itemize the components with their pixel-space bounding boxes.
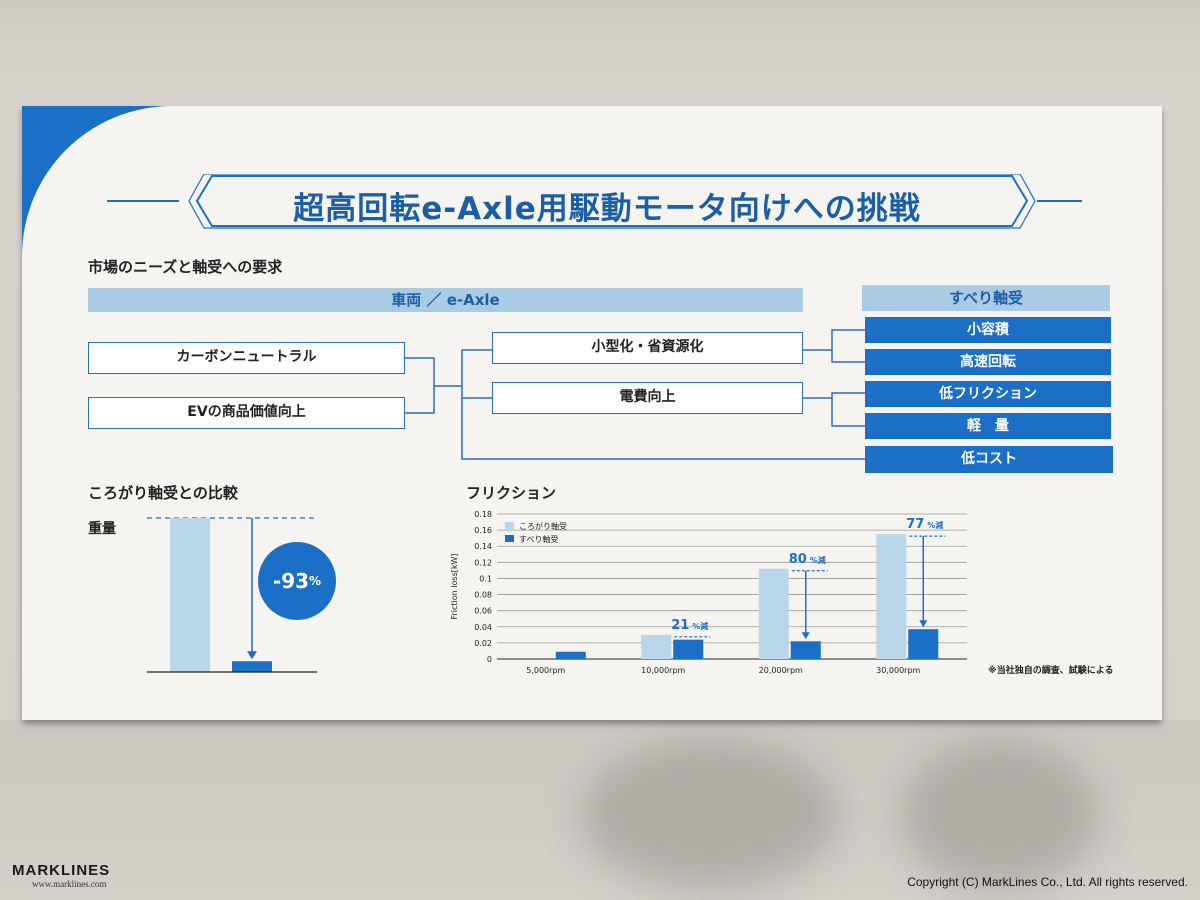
legend-swatch <box>505 535 514 542</box>
requirement-small-volume: 小容積 <box>865 317 1111 343</box>
copyright-text: Copyright (C) MarkLines Co., Ltd. All ri… <box>907 875 1188 889</box>
y-axis-label: Friction loss[kW] <box>450 553 459 619</box>
y-tick-label: 0.16 <box>474 526 492 535</box>
x-tick-label: 5,000rpm <box>526 666 565 675</box>
need-box-downsizing: 小型化・省資源化 <box>492 332 803 364</box>
legend-label: ころがり軸受 <box>519 521 567 531</box>
connector-lines <box>405 329 865 460</box>
y-tick-label: 0.08 <box>474 591 492 600</box>
weight-bar-sliding <box>232 661 272 672</box>
y-tick-label: 0.14 <box>474 542 492 551</box>
reduction-unit: %減 <box>692 621 708 631</box>
test-note: ※当社独自の調査、試験による <box>988 666 1114 676</box>
marklines-brand: MARKLINES <box>12 862 111 879</box>
bar-rolling <box>876 534 907 659</box>
page-title: 超高回転e-Axle用駆動モータ向けへの挑戦 <box>293 191 921 227</box>
reduction-label: 80 <box>789 552 807 567</box>
weight-reduction-value: -93 <box>272 569 310 593</box>
bearing-band: すべり軸受 <box>862 285 1110 311</box>
weight-reduction-badge: -93% <box>258 542 336 620</box>
reduction-unit: %減 <box>810 555 826 565</box>
floor-background <box>0 720 1200 900</box>
requirement-light-weight: 軽 量 <box>865 413 1111 439</box>
corner-decoration <box>22 106 172 256</box>
bar-rolling <box>641 634 672 659</box>
reduction-label: 77 <box>906 517 924 532</box>
requirement-low-cost: 低コスト <box>865 446 1113 473</box>
shadow-blur <box>900 740 1100 890</box>
shadow-blur <box>580 740 840 890</box>
weight-heading: ころがり軸受との比較 <box>88 484 238 502</box>
weight-arrowhead <box>247 651 257 660</box>
friction-chart: 0 0.02 0.04 0.06 0.08 0.1 0.12 0.14 0.16 0.18 Fric… <box>450 510 967 675</box>
needs-heading: 市場のニーズと軸受への要求 <box>88 258 283 276</box>
legend-swatch <box>505 522 514 529</box>
bar-sliding <box>555 651 586 659</box>
y-tick-label: 0.1 <box>479 574 492 583</box>
y-tick-label: 0.04 <box>474 623 492 632</box>
need-box-efficiency: 電費向上 <box>492 382 803 414</box>
marklines-logo: MARKLINES www.marklines.com <box>12 862 110 889</box>
bar-sliding <box>790 641 821 659</box>
legend-label: すべり軸受 <box>519 534 558 544</box>
reduction-arrowhead <box>801 632 810 640</box>
title-frame <box>107 174 1082 229</box>
weight-bar-rolling <box>170 518 210 672</box>
vehicle-band: 車両 ／ e-Axle <box>88 288 803 312</box>
bar-rolling <box>758 568 789 659</box>
x-tick-label: 10,000rpm <box>641 666 685 675</box>
x-tick-label: 30,000rpm <box>876 666 920 675</box>
weight-chart <box>147 517 317 673</box>
need-box-carbon-neutral: カーボンニュートラル <box>88 342 405 374</box>
marklines-url: www.marklines.com <box>32 879 107 889</box>
need-box-ev-value: EVの商品価値向上 <box>88 397 405 429</box>
reduction-unit: %減 <box>927 520 943 530</box>
bar-sliding <box>908 629 939 659</box>
weight-label: 重量 <box>88 521 116 537</box>
x-tick-label: 20,000rpm <box>759 666 803 675</box>
requirement-low-friction: 低フリクション <box>865 381 1111 407</box>
display-panel: 超高回転e-Axle用駆動モータ向けへの挑戦 市場のニーズと軸受への要求 車両 … <box>22 106 1162 720</box>
requirement-high-speed: 高速回転 <box>865 349 1111 375</box>
y-tick-label: 0.02 <box>474 639 492 648</box>
y-tick-label: 0.12 <box>474 558 492 567</box>
y-tick-label: 0.18 <box>474 510 492 519</box>
y-tick-label: 0 <box>487 655 492 664</box>
friction-heading: フリクション <box>466 484 557 502</box>
reduction-label: 21 <box>671 618 689 633</box>
reduction-arrowhead <box>919 620 928 628</box>
weight-reduction-unit: % <box>309 574 322 588</box>
y-tick-label: 0.06 <box>474 607 492 616</box>
bar-sliding <box>673 639 704 659</box>
